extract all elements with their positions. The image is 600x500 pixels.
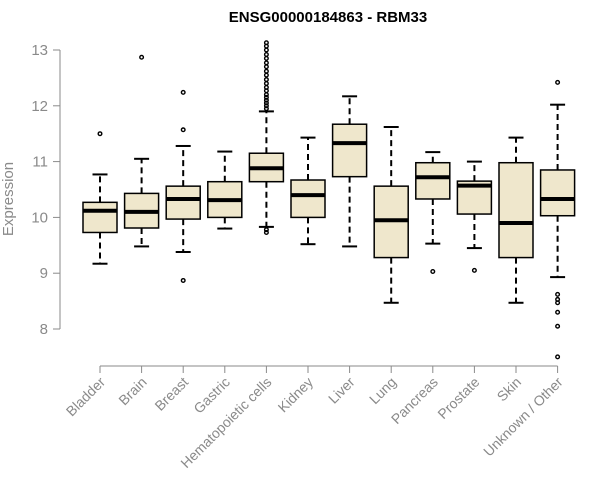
y-axis: 8 9 10 11 12 13 bbox=[31, 42, 61, 338]
chart-title: ENSG00000184863 - RBM33 bbox=[229, 9, 427, 26]
outlier-point bbox=[263, 227, 269, 233]
box-liver bbox=[331, 95, 368, 248]
outlier-point bbox=[263, 40, 269, 46]
x-category-label: Liver bbox=[325, 374, 358, 407]
y-axis-label: Expression bbox=[0, 162, 17, 236]
box-series bbox=[82, 40, 576, 360]
y-tick-label: 13 bbox=[31, 42, 48, 59]
outlier-point bbox=[139, 54, 145, 60]
outlier-point bbox=[263, 94, 269, 100]
x-category-label: Skin bbox=[494, 374, 525, 405]
box-prostate bbox=[456, 160, 493, 273]
outlier-point bbox=[263, 80, 269, 86]
box-pancreas bbox=[415, 151, 451, 275]
outlier-point bbox=[555, 291, 561, 297]
x-category-label: Brain bbox=[115, 374, 149, 408]
outlier-point bbox=[263, 51, 269, 57]
iqr-box bbox=[165, 185, 201, 220]
box-lung bbox=[373, 126, 409, 304]
outlier-point bbox=[555, 323, 561, 329]
outlier-point bbox=[263, 55, 269, 61]
outlier-point bbox=[263, 72, 269, 78]
y-tick-label: 11 bbox=[32, 154, 48, 171]
outlier-point bbox=[263, 64, 269, 70]
outlier-point bbox=[263, 77, 269, 83]
iqr-box bbox=[82, 201, 118, 234]
outlier-point bbox=[180, 89, 186, 95]
outlier-point bbox=[555, 296, 561, 302]
box-breast bbox=[165, 89, 201, 283]
x-category-label: Kidney bbox=[275, 374, 317, 416]
outlier-point bbox=[263, 92, 269, 98]
outlier-point bbox=[263, 84, 269, 90]
outlier-point bbox=[430, 269, 436, 275]
x-category-label: Bladder bbox=[63, 374, 109, 420]
y-tick-label: 10 bbox=[31, 209, 48, 226]
iqr-box bbox=[290, 179, 326, 219]
outlier-point bbox=[263, 47, 269, 53]
y-tick-label: 8 bbox=[40, 321, 48, 338]
outlier-point bbox=[263, 103, 269, 109]
outlier-point bbox=[263, 60, 269, 66]
outlier-point bbox=[180, 277, 186, 283]
box-brain bbox=[123, 54, 160, 248]
x-category-label: Lung bbox=[366, 374, 399, 407]
x-category-label: Breast bbox=[151, 374, 191, 414]
outlier-point bbox=[97, 131, 103, 137]
outlier-point bbox=[471, 267, 477, 273]
outlier-point bbox=[263, 100, 269, 106]
outlier-point bbox=[263, 229, 269, 235]
box-skin bbox=[498, 136, 534, 304]
outlier-point bbox=[555, 79, 561, 85]
outlier-point bbox=[555, 309, 561, 315]
y-tick-label: 12 bbox=[31, 98, 48, 115]
x-category-label: Unknown / Other bbox=[480, 374, 566, 460]
iqr-box bbox=[415, 161, 451, 200]
iqr-box bbox=[498, 161, 534, 259]
outlier-point bbox=[263, 106, 269, 112]
box-kidney bbox=[290, 136, 326, 246]
iqr-box bbox=[331, 123, 368, 178]
outlier-point bbox=[263, 97, 269, 103]
box-hematopoietic-cells bbox=[248, 40, 285, 235]
iqr-box bbox=[539, 169, 576, 217]
box-gastric bbox=[207, 150, 243, 230]
outlier-point bbox=[180, 127, 186, 133]
y-tick-label: 9 bbox=[40, 265, 48, 282]
x-category-label: Prostate bbox=[434, 374, 482, 422]
outlier-point bbox=[263, 68, 269, 74]
outlier-point bbox=[555, 354, 561, 360]
box-unknown-other bbox=[539, 79, 576, 360]
box-bladder bbox=[82, 131, 118, 265]
